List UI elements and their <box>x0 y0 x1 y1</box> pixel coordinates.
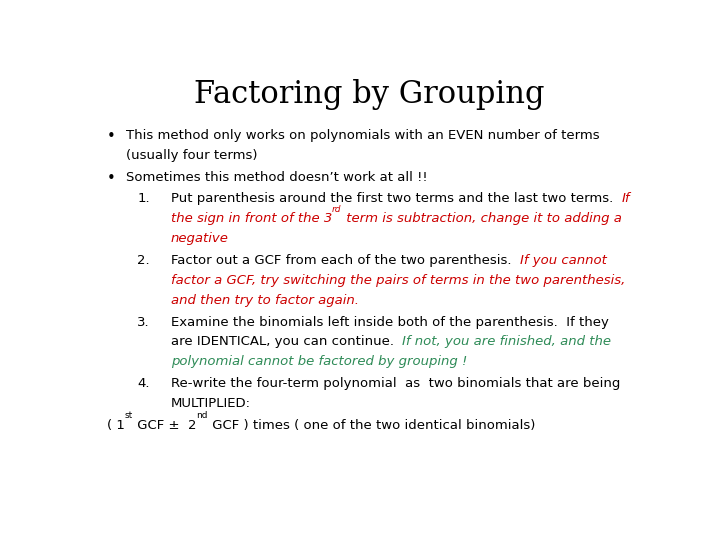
Text: Factoring by Grouping: Factoring by Grouping <box>194 79 544 110</box>
Text: If you cannot: If you cannot <box>520 254 607 267</box>
Text: term is subtraction, change it to adding a: term is subtraction, change it to adding… <box>342 212 621 225</box>
Text: •: • <box>107 171 115 186</box>
Text: nd: nd <box>197 411 208 420</box>
Text: and then try to factor again.: and then try to factor again. <box>171 294 359 307</box>
Text: Factor out a GCF from each of the two parenthesis.: Factor out a GCF from each of the two pa… <box>171 254 520 267</box>
Text: 1.: 1. <box>138 192 150 205</box>
Text: •: • <box>107 129 115 144</box>
Text: Put parenthesis around the first two terms and the last two terms.: Put parenthesis around the first two ter… <box>171 192 621 205</box>
Text: rd: rd <box>332 205 342 214</box>
Text: polynomial cannot be factored by grouping !: polynomial cannot be factored by groupin… <box>171 355 467 368</box>
Text: If not, you are finished, and the: If not, you are finished, and the <box>402 335 611 348</box>
Text: GCF ) times ( one of the two identical binomials): GCF ) times ( one of the two identical b… <box>208 418 535 431</box>
Text: negative: negative <box>171 232 229 245</box>
Text: st: st <box>125 411 133 420</box>
Text: If: If <box>621 192 630 205</box>
Text: This method only works on polynomials with an EVEN number of terms: This method only works on polynomials wi… <box>126 129 600 142</box>
Text: 4.: 4. <box>138 377 150 390</box>
Text: Sometimes this method doesn’t work at all !!: Sometimes this method doesn’t work at al… <box>126 171 428 184</box>
Text: are IDENTICAL, you can continue.: are IDENTICAL, you can continue. <box>171 335 402 348</box>
Text: ( 1: ( 1 <box>107 418 125 431</box>
Text: the sign in front of the 3: the sign in front of the 3 <box>171 212 332 225</box>
Text: MULTIPLIED:: MULTIPLIED: <box>171 397 251 410</box>
Text: factor a GCF, try switching the pairs of terms in the two parenthesis,: factor a GCF, try switching the pairs of… <box>171 274 625 287</box>
Text: 2.: 2. <box>138 254 150 267</box>
Text: Examine the binomials left inside both of the parenthesis.  If they: Examine the binomials left inside both o… <box>171 315 609 328</box>
Text: GCF ±  2: GCF ± 2 <box>133 418 197 431</box>
Text: 3.: 3. <box>138 315 150 328</box>
Text: Re-write the four-term polynomial  as  two binomials that are being: Re-write the four-term polynomial as two… <box>171 377 621 390</box>
Text: (usually four terms): (usually four terms) <box>126 149 258 162</box>
